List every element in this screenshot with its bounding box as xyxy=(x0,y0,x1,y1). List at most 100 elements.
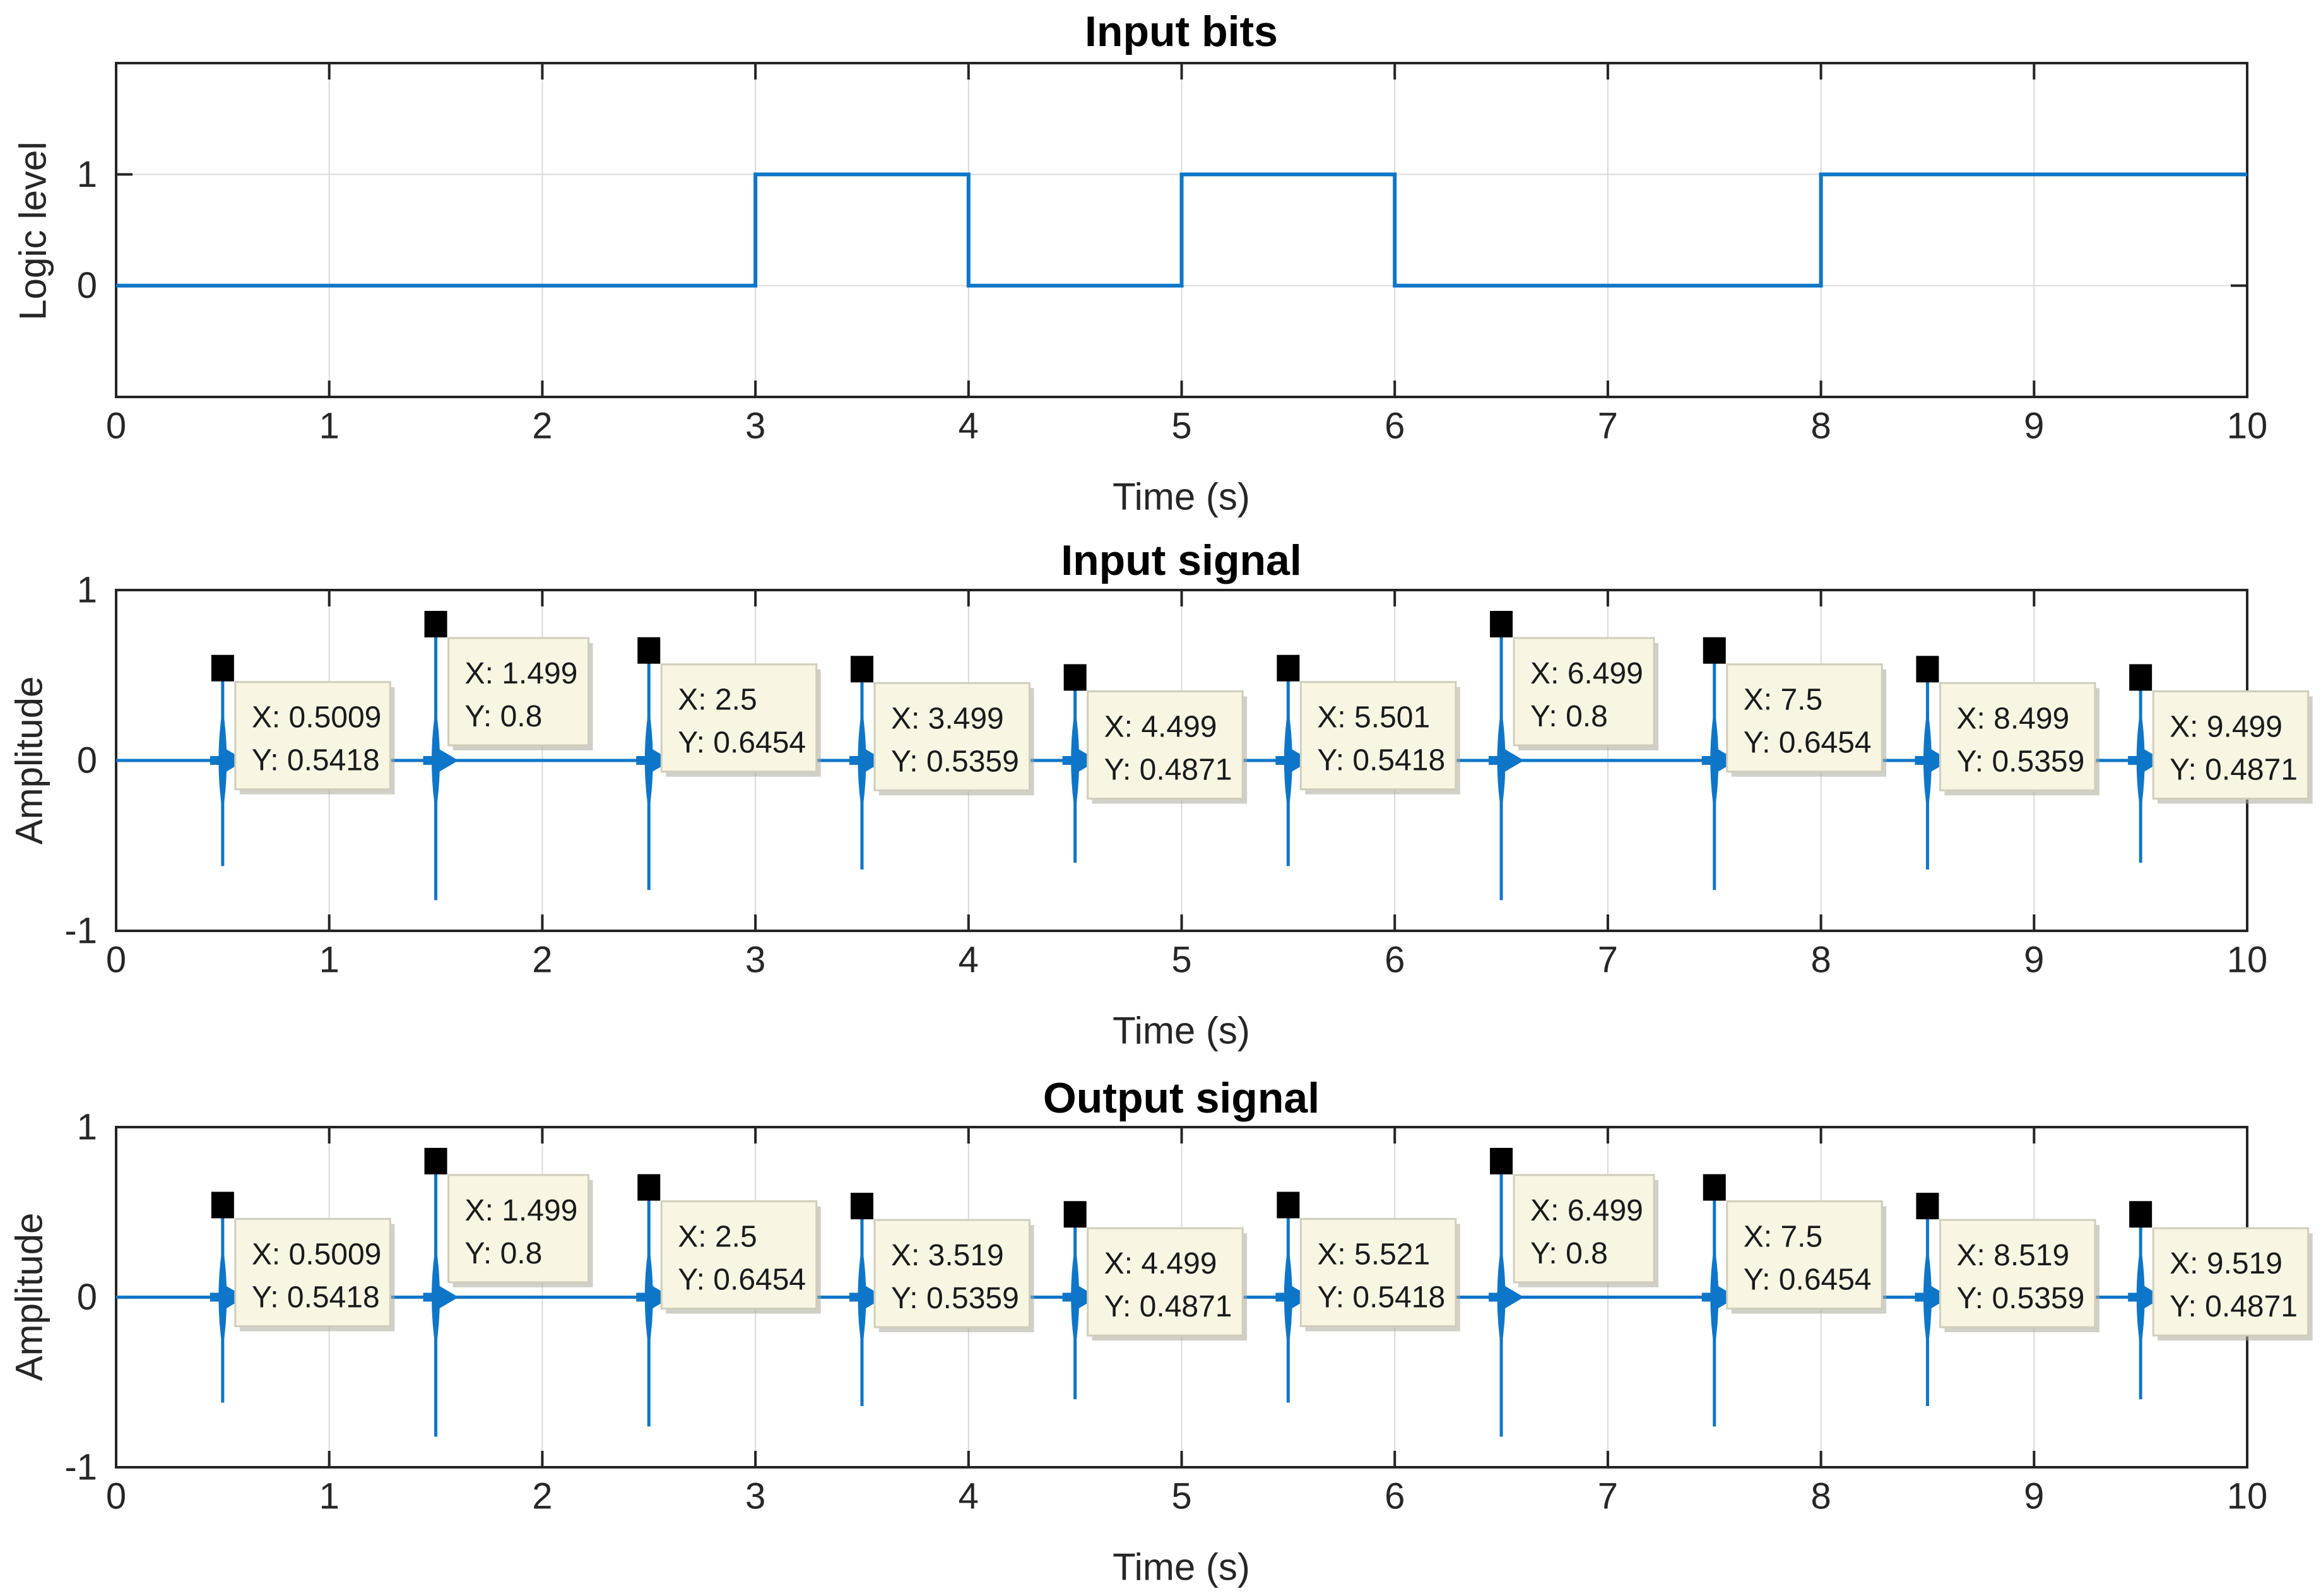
datatip-box[interactable] xyxy=(1513,637,1655,747)
y-tick-label: 0 xyxy=(77,740,97,781)
datatip-box[interactable] xyxy=(1087,690,1244,800)
impulse-nub xyxy=(2128,756,2154,765)
datatip-box[interactable] xyxy=(1726,1200,1883,1310)
datatip-x-value: X: 5.501 xyxy=(1317,701,1430,735)
x-tick-label: 1 xyxy=(319,940,340,981)
datatip-box[interactable] xyxy=(2152,690,2310,800)
impulse-nub xyxy=(423,756,449,765)
x-tick-label: 7 xyxy=(1598,1476,1618,1517)
datatip-x-value: X: 3.499 xyxy=(891,702,1004,735)
datatip-y-value: Y: 0.8 xyxy=(1530,700,1608,733)
datatip-marker[interactable] xyxy=(637,637,661,664)
datatip-y-value: Y: 0.4871 xyxy=(2170,1290,2298,1323)
y-tick-label: 0 xyxy=(77,1277,97,1318)
impulse-nub xyxy=(1701,1292,1727,1302)
datatip-y-value: Y: 0.6454 xyxy=(1744,726,1872,760)
xlabel-time-3: Time (s) xyxy=(1113,1546,1250,1588)
plot-title-input-bits: Input bits xyxy=(1085,8,1278,56)
datatip-marker[interactable] xyxy=(424,1147,447,1174)
plot-title-output-signal: Output signal xyxy=(1042,1074,1320,1122)
datatip-x-value: X: 3.519 xyxy=(891,1239,1004,1272)
impulse-nub xyxy=(636,1292,662,1302)
y-tick-label: 0 xyxy=(77,265,97,306)
impulse-nub xyxy=(1275,756,1301,765)
datatip-box[interactable] xyxy=(660,1200,818,1310)
impulse-nub xyxy=(849,756,875,765)
y-tick-label: -1 xyxy=(64,1447,97,1488)
impulse-nub xyxy=(849,1292,875,1302)
datatip-marker[interactable] xyxy=(1490,1147,1513,1174)
x-tick-label: 10 xyxy=(2227,940,2268,981)
datatip-box[interactable] xyxy=(873,682,1031,791)
x-tick-label: 1 xyxy=(319,406,340,447)
x-tick-label: 0 xyxy=(106,940,126,981)
datatip-marker[interactable] xyxy=(1277,1191,1300,1219)
datatip-y-value: Y: 0.6454 xyxy=(678,1263,806,1297)
x-tick-label: 7 xyxy=(1598,940,1618,981)
datatip-x-value: X: 9.519 xyxy=(2170,1247,2283,1280)
datatip-marker[interactable] xyxy=(1063,1201,1087,1228)
datatip-y-value: Y: 0.4871 xyxy=(1104,1290,1232,1323)
datatip-x-value: X: 0.5009 xyxy=(252,701,381,735)
datatip-box[interactable] xyxy=(873,1219,1031,1328)
datatip-marker[interactable] xyxy=(211,654,234,682)
x-tick-label: 6 xyxy=(1385,406,1405,447)
datatip-y-value: Y: 0.5359 xyxy=(891,745,1019,778)
datatip-marker[interactable] xyxy=(1703,1174,1726,1201)
x-tick-label: 10 xyxy=(2227,1476,2268,1517)
datatip-box[interactable] xyxy=(1726,663,1883,773)
datatip-x-value: X: 1.499 xyxy=(465,1194,578,1227)
xlabel-time-2: Time (s) xyxy=(1113,1009,1250,1052)
x-tick-label: 5 xyxy=(1171,406,1191,447)
datatip-x-value: X: 7.5 xyxy=(1744,1221,1822,1254)
datatip-y-value: Y: 0.4871 xyxy=(1104,753,1232,786)
datatip-box[interactable] xyxy=(234,1217,391,1327)
datatip-y-value: Y: 0.6454 xyxy=(1744,1263,1872,1297)
datatip-marker[interactable] xyxy=(211,1191,234,1219)
datatip-box[interactable] xyxy=(1087,1227,1244,1337)
datatip-y-value: Y: 0.5418 xyxy=(1317,744,1445,777)
xlabel-time-1: Time (s) xyxy=(1113,475,1250,518)
x-tick-label: 4 xyxy=(959,1476,979,1517)
datatip-marker[interactable] xyxy=(424,611,447,637)
datatip-marker[interactable] xyxy=(1916,656,1939,683)
datatip-y-value: Y: 0.4871 xyxy=(2170,753,2298,786)
datatip-y-value: Y: 0.5418 xyxy=(252,1280,380,1314)
datatip-box[interactable] xyxy=(2152,1227,2310,1337)
datatip-box[interactable] xyxy=(1299,1217,1457,1327)
datatip-marker[interactable] xyxy=(1490,611,1513,637)
x-tick-label: 8 xyxy=(1810,406,1831,447)
ylabel-logic-level: Logic level xyxy=(11,141,54,321)
datatip-marker[interactable] xyxy=(1063,664,1087,691)
x-tick-label: 2 xyxy=(532,1476,552,1517)
x-tick-label: 6 xyxy=(1385,1476,1405,1517)
datatip-box[interactable] xyxy=(447,1174,590,1284)
datatip-y-value: Y: 0.5359 xyxy=(891,1282,1019,1315)
datatip-box[interactable] xyxy=(1939,682,2096,791)
datatip-x-value: X: 5.521 xyxy=(1317,1238,1430,1271)
datatip-marker[interactable] xyxy=(850,656,873,683)
x-tick-label: 10 xyxy=(2227,406,2268,447)
datatip-x-value: X: 2.5 xyxy=(678,1221,757,1254)
datatip-marker[interactable] xyxy=(637,1174,661,1201)
datatip-marker[interactable] xyxy=(1277,654,1300,682)
datatip-marker[interactable] xyxy=(2129,664,2153,691)
y-tick-label: -1 xyxy=(64,911,97,952)
impulse-nub xyxy=(1062,1292,1088,1302)
datatip-marker[interactable] xyxy=(2129,1201,2153,1228)
y-tick-label: 1 xyxy=(77,570,97,611)
datatip-box[interactable] xyxy=(1939,1219,2096,1328)
datatip-marker[interactable] xyxy=(1916,1193,1939,1220)
datatip-box[interactable] xyxy=(234,681,391,791)
datatip-box[interactable] xyxy=(447,637,590,747)
datatip-marker[interactable] xyxy=(850,1193,873,1220)
datatip-marker[interactable] xyxy=(1703,637,1726,664)
datatip-box[interactable] xyxy=(1513,1174,1655,1284)
x-tick-label: 7 xyxy=(1598,406,1618,447)
datatip-box[interactable] xyxy=(1299,681,1457,791)
datatip-box[interactable] xyxy=(660,663,818,773)
x-tick-label: 8 xyxy=(1810,940,1831,981)
x-tick-label: 1 xyxy=(319,1476,340,1517)
datatip-x-value: X: 4.499 xyxy=(1104,1247,1217,1280)
